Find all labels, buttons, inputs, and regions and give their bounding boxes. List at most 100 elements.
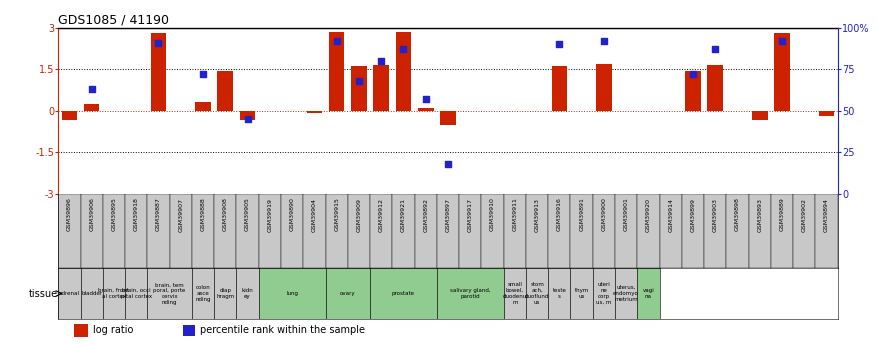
Text: GSM39902: GSM39902 bbox=[802, 197, 807, 231]
Bar bbox=[771, 28, 793, 194]
Bar bbox=[370, 28, 392, 194]
Bar bbox=[281, 28, 303, 194]
Bar bbox=[548, 194, 571, 268]
Bar bbox=[147, 194, 169, 268]
Text: GSM39894: GSM39894 bbox=[824, 197, 829, 231]
Bar bbox=[437, 268, 504, 319]
Bar bbox=[682, 28, 704, 194]
Bar bbox=[659, 194, 682, 268]
Bar bbox=[125, 194, 147, 268]
Bar bbox=[325, 268, 370, 319]
Bar bbox=[325, 28, 348, 194]
Text: GSM39895: GSM39895 bbox=[111, 197, 116, 231]
Bar bbox=[749, 28, 771, 194]
Text: brain, occi
pital cortex: brain, occi pital cortex bbox=[121, 288, 151, 299]
Bar bbox=[637, 194, 659, 268]
Bar bbox=[58, 268, 81, 319]
Text: prostate: prostate bbox=[392, 291, 415, 296]
Point bbox=[330, 38, 344, 44]
Point bbox=[374, 58, 388, 63]
Text: GSM39913: GSM39913 bbox=[535, 197, 539, 231]
Bar bbox=[214, 268, 237, 319]
Bar bbox=[415, 28, 437, 194]
Text: GSM39916: GSM39916 bbox=[556, 197, 562, 231]
Text: salivary gland,
parotid: salivary gland, parotid bbox=[450, 288, 491, 299]
Bar bbox=[183, 325, 194, 336]
Bar bbox=[169, 28, 192, 194]
Text: tissue: tissue bbox=[29, 288, 58, 298]
Text: GSM39893: GSM39893 bbox=[757, 197, 762, 231]
Bar bbox=[593, 194, 615, 268]
Point bbox=[151, 40, 166, 45]
Point bbox=[352, 78, 366, 83]
Bar bbox=[237, 268, 259, 319]
Point bbox=[708, 47, 722, 52]
Text: GSM39904: GSM39904 bbox=[312, 197, 317, 231]
Bar bbox=[437, 194, 459, 268]
Bar bbox=[815, 194, 838, 268]
Bar bbox=[571, 28, 593, 194]
Bar bbox=[615, 268, 637, 319]
Text: GSM39909: GSM39909 bbox=[357, 197, 361, 231]
Bar bbox=[370, 268, 437, 319]
Bar bbox=[81, 268, 103, 319]
Bar bbox=[329, 32, 344, 111]
Bar bbox=[214, 194, 237, 268]
Text: GSM39901: GSM39901 bbox=[624, 197, 629, 231]
Bar bbox=[548, 268, 571, 319]
Text: GSM39888: GSM39888 bbox=[201, 197, 205, 231]
Bar bbox=[392, 28, 415, 194]
Text: small
bowel,
duodenu
m: small bowel, duodenu m bbox=[503, 282, 527, 305]
Bar bbox=[303, 194, 325, 268]
Text: GSM39899: GSM39899 bbox=[691, 197, 695, 231]
Bar bbox=[237, 28, 259, 194]
Text: GSM39892: GSM39892 bbox=[423, 197, 428, 231]
Bar bbox=[192, 194, 214, 268]
Bar bbox=[637, 268, 659, 319]
Bar bbox=[325, 194, 348, 268]
Text: GSM39906: GSM39906 bbox=[89, 197, 94, 231]
Bar bbox=[459, 28, 481, 194]
Text: GSM39911: GSM39911 bbox=[513, 197, 517, 231]
Bar bbox=[351, 66, 366, 111]
Bar bbox=[504, 268, 526, 319]
Bar bbox=[793, 194, 815, 268]
Bar bbox=[306, 111, 323, 114]
Bar bbox=[84, 104, 99, 111]
Point bbox=[196, 71, 211, 77]
Bar bbox=[169, 194, 192, 268]
Bar bbox=[526, 268, 548, 319]
Text: GSM39915: GSM39915 bbox=[334, 197, 340, 231]
Bar bbox=[348, 28, 370, 194]
Bar bbox=[571, 268, 593, 319]
Text: GSM39905: GSM39905 bbox=[245, 197, 250, 231]
Text: GSM39918: GSM39918 bbox=[134, 197, 139, 231]
Bar bbox=[704, 28, 727, 194]
Bar bbox=[593, 28, 615, 194]
Text: GDS1085 / 41190: GDS1085 / 41190 bbox=[58, 13, 169, 27]
Point bbox=[418, 96, 433, 102]
Text: lung: lung bbox=[286, 291, 298, 296]
Bar bbox=[481, 28, 504, 194]
Text: GSM39920: GSM39920 bbox=[646, 197, 651, 231]
Bar bbox=[192, 28, 214, 194]
Bar bbox=[103, 194, 125, 268]
Text: colon
asce
nding: colon asce nding bbox=[195, 285, 211, 302]
Point bbox=[685, 71, 700, 77]
Bar bbox=[771, 194, 793, 268]
Bar bbox=[685, 70, 701, 111]
Bar bbox=[526, 28, 548, 194]
Text: stom
ach,
duoflund
us: stom ach, duoflund us bbox=[525, 282, 549, 305]
Point bbox=[396, 47, 410, 52]
Bar bbox=[727, 194, 749, 268]
Text: vagi
na: vagi na bbox=[642, 288, 654, 299]
Bar bbox=[392, 194, 415, 268]
Bar bbox=[793, 28, 815, 194]
Bar bbox=[259, 28, 281, 194]
Bar bbox=[58, 28, 81, 194]
Text: log ratio: log ratio bbox=[93, 325, 134, 335]
Text: GSM39903: GSM39903 bbox=[712, 197, 718, 231]
Bar bbox=[237, 194, 259, 268]
Bar bbox=[704, 194, 727, 268]
Text: GSM39897: GSM39897 bbox=[445, 197, 451, 231]
